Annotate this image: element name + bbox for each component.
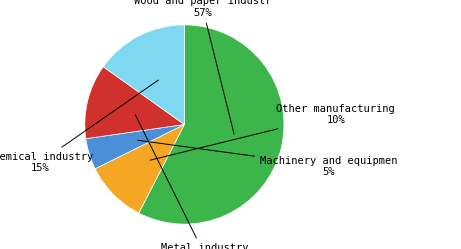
Wedge shape xyxy=(86,124,184,169)
Wedge shape xyxy=(85,67,184,139)
Wedge shape xyxy=(103,25,184,125)
Text: Machinery and equipmen
5%: Machinery and equipmen 5% xyxy=(138,140,397,177)
Text: Chemical industry
15%: Chemical industry 15% xyxy=(0,80,159,173)
Text: Metal industry
12%: Metal industry 12% xyxy=(135,115,248,249)
Wedge shape xyxy=(139,25,284,224)
Text: Wood and paper industr
57%: Wood and paper industr 57% xyxy=(134,0,271,134)
Text: Other manufacturing
10%: Other manufacturing 10% xyxy=(150,104,395,160)
Wedge shape xyxy=(95,124,184,213)
